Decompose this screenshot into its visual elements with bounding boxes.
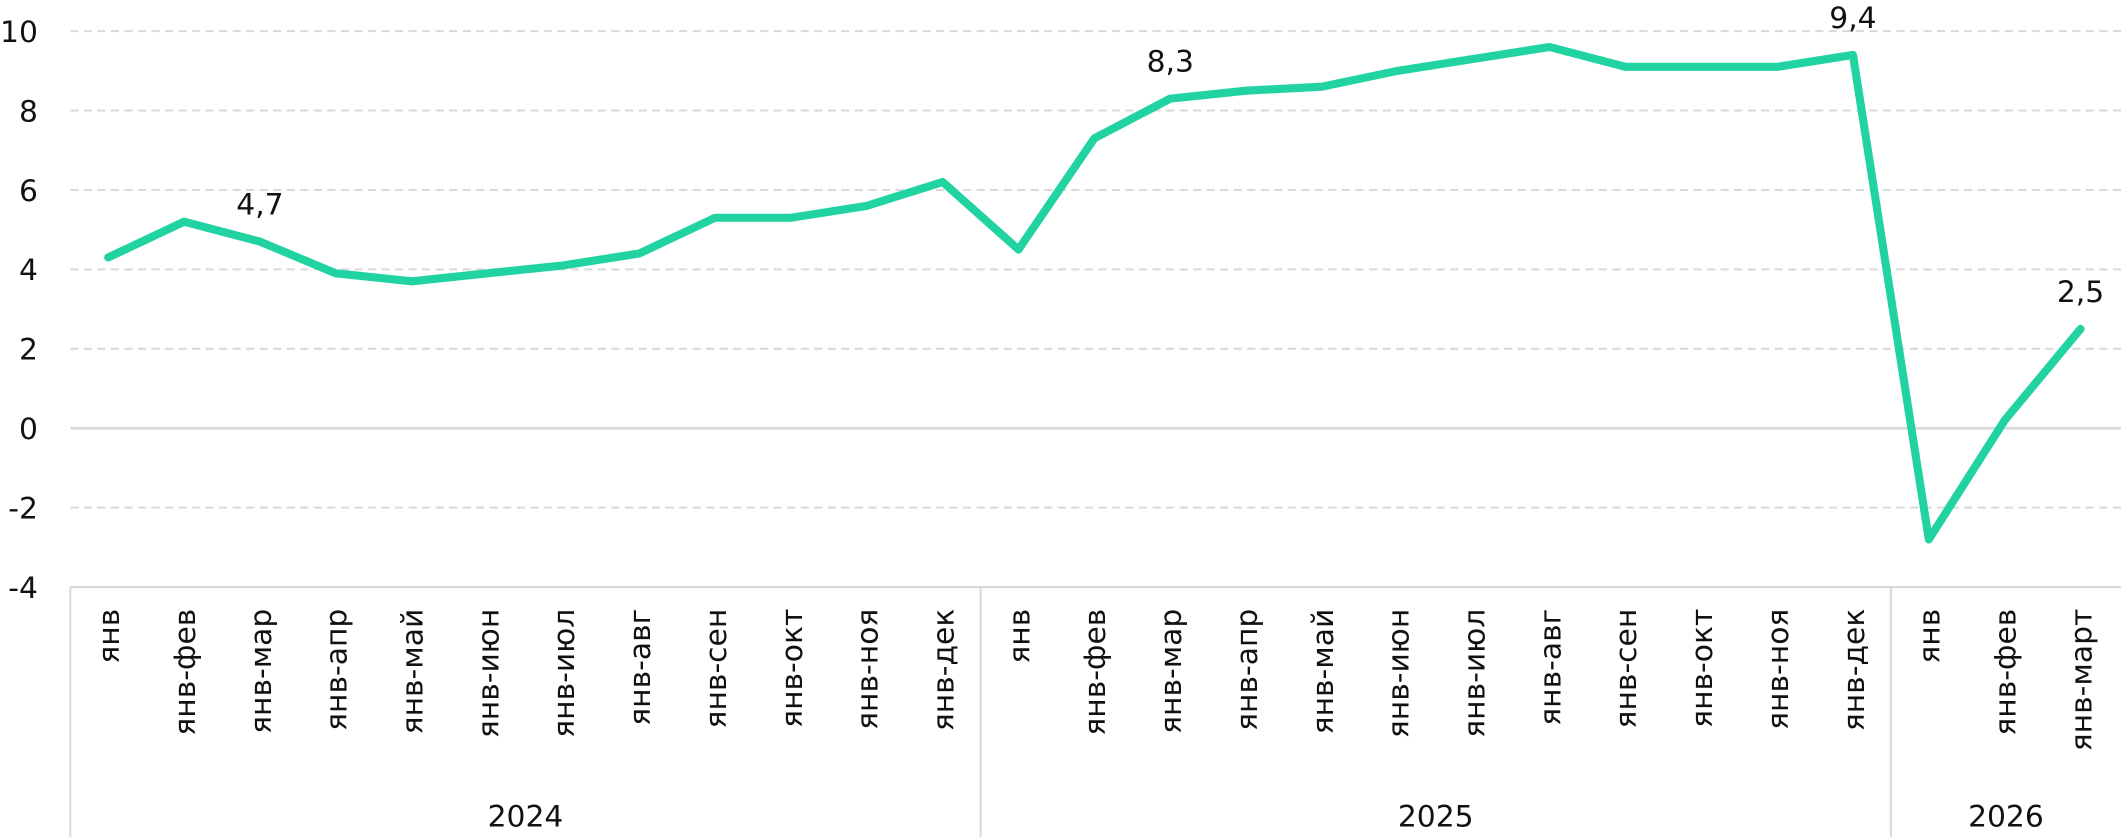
x-tick-label: янв-июн bbox=[1382, 609, 1417, 738]
x-tick-label: янв-май bbox=[395, 609, 430, 735]
x-tick-label: янв-июн bbox=[471, 609, 506, 738]
data-label: 2,5 bbox=[2057, 275, 2104, 310]
y-tick-label: 10 bbox=[0, 15, 38, 50]
x-tick-label: янв-апр bbox=[1230, 609, 1265, 731]
y-tick-label: 8 bbox=[19, 94, 38, 129]
y-tick-label: 4 bbox=[19, 253, 38, 288]
x-tick-label: янв-авг bbox=[1533, 609, 1568, 726]
x-tick-label: янв-июл bbox=[1457, 609, 1492, 738]
data-line bbox=[104, 42, 2085, 544]
group-label: 2024 bbox=[488, 799, 564, 834]
x-tick-label: янв-мар bbox=[1154, 609, 1189, 734]
x-tick-label: янв bbox=[92, 609, 127, 664]
x-tick-label: янв-дек bbox=[1837, 609, 1872, 731]
x-tick-label: янв-июл bbox=[547, 609, 582, 738]
x-tick-label: янв-март bbox=[2064, 609, 2099, 752]
y-tick-label: -2 bbox=[8, 491, 38, 526]
data-label: 9,4 bbox=[1829, 1, 1876, 36]
y-tick-label: 2 bbox=[19, 333, 38, 368]
x-tick-label: янв-мар bbox=[244, 609, 279, 734]
x-tick-label: янв-фев bbox=[1988, 609, 2023, 736]
x-tick-label: янв-ноя bbox=[851, 609, 886, 730]
x-tick-label: янв-апр bbox=[320, 609, 355, 731]
y-tick-label: 6 bbox=[19, 174, 38, 209]
data-label: 4,7 bbox=[236, 188, 283, 223]
y-tick-label: -4 bbox=[8, 571, 38, 606]
y-tick-label: 0 bbox=[19, 412, 38, 447]
x-tick-label: янв-окт bbox=[775, 609, 810, 728]
group-label: 2025 bbox=[1398, 799, 1474, 834]
x-tick-label: янв bbox=[1913, 609, 1948, 664]
x-tick-label: янв-сен bbox=[699, 609, 734, 729]
x-tick-label: янв-авг bbox=[623, 609, 658, 726]
x-tick-label: янв-ноя bbox=[1761, 609, 1796, 730]
x-tick-label: янв-сен bbox=[1609, 609, 1644, 729]
x-tick-label: янв-фев bbox=[168, 609, 203, 736]
group-label: 2026 bbox=[1968, 799, 2044, 834]
x-tick-label: янв-дек bbox=[926, 609, 961, 731]
data-label: 8,3 bbox=[1147, 45, 1194, 80]
x-tick-label: янв bbox=[1002, 609, 1037, 664]
x-tick-label: янв-окт bbox=[1685, 609, 1720, 728]
x-tick-label: янв-фев bbox=[1078, 609, 1113, 736]
x-tick-label: янв-май bbox=[1306, 609, 1341, 735]
